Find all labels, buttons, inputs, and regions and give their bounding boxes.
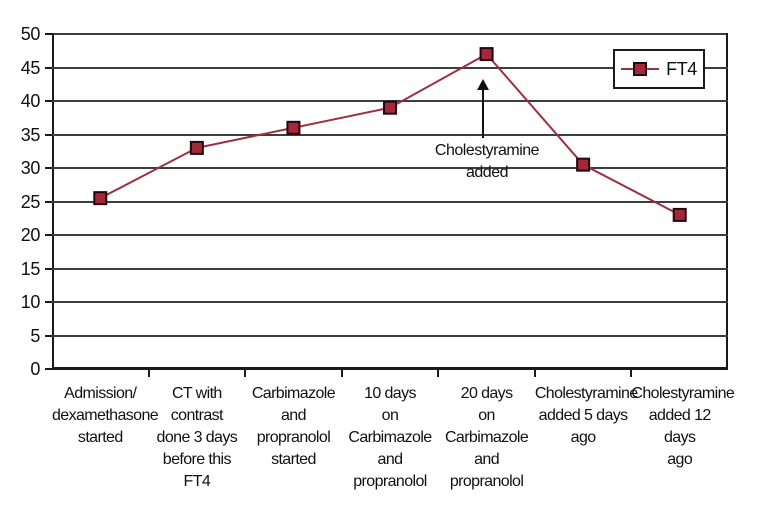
y-axis-tick-label: 10 [20,292,41,312]
legend-label: FT4 [666,58,697,79]
data-point-marker [672,207,687,222]
data-point-marker [383,100,397,115]
gridline [52,67,728,69]
ft4-series [93,47,687,222]
annotation-text: Cholestyramine added [434,142,540,181]
y-axis-tick-label: 15 [20,259,41,279]
y-axis-tick [45,335,52,337]
x-axis-tick [341,370,343,377]
y-axis-tick-label: 20 [20,225,41,245]
y-axis-tick [45,234,52,236]
y-axis-tick-label: 40 [20,91,41,111]
legend: FT4 [613,49,705,89]
y-axis-tick [45,167,52,169]
legend-square-marker-icon [633,62,648,76]
x-axis-category-label: Cholestyramine added 12 days ago [631,385,735,468]
y-axis-tick [45,201,52,203]
y-axis-tick-label: 50 [20,24,41,44]
x-axis-tick [630,370,632,377]
y-axis-tick-label: 5 [30,326,40,346]
y-axis-tick [45,301,52,303]
gridline [52,201,728,203]
y-axis-tick-label: 30 [20,158,41,178]
gridline [52,268,728,270]
data-point-marker [286,120,301,135]
gridline [52,335,728,337]
gridline [52,134,728,136]
x-axis-category-label: Cholestyramine added 5 days ago [534,385,638,446]
x-axis-category-label: 20 days on Carbimazole and propranolol [444,385,529,490]
gridline [52,234,728,236]
data-point-marker [576,157,591,172]
x-axis-category-label: 10 days on Carbimazole and propranolol [348,385,432,490]
x-axis-tick [244,370,246,377]
x-axis-tick [534,370,536,377]
y-axis-tick [45,100,52,102]
y-axis-tick [45,134,52,136]
y-axis-tick-label: 25 [20,192,41,212]
x-axis-category-label: Carbimazole and propranolol started [251,385,336,468]
y-axis-tick [45,368,52,370]
plot-area [52,33,728,370]
gridline [52,167,728,169]
x-axis-tick [148,370,150,377]
y-axis-tick [45,268,52,270]
x-axis-category-label: Admission/ dexamethasone started [52,385,159,446]
y-axis-tick-label: 0 [30,359,40,379]
arrow-up-icon [477,79,489,90]
series-line [99,52,681,216]
gridline [52,33,728,35]
y-axis-tick [45,67,52,69]
data-point-marker [189,140,204,155]
data-point-marker [93,191,108,206]
data-point-marker [479,47,494,62]
x-axis-tick [437,370,439,377]
x-axis-category-label: CT with contrast done 3 days before this… [156,385,238,490]
legend-line-marker-sample [621,62,660,76]
y-axis-tick [45,33,52,35]
y-axis-tick-label: 45 [20,58,41,78]
y-axis-tick-label: 35 [20,125,41,145]
annotation-arrow-line [482,89,484,138]
x-axis-line [52,367,728,370]
gridline [52,301,728,303]
